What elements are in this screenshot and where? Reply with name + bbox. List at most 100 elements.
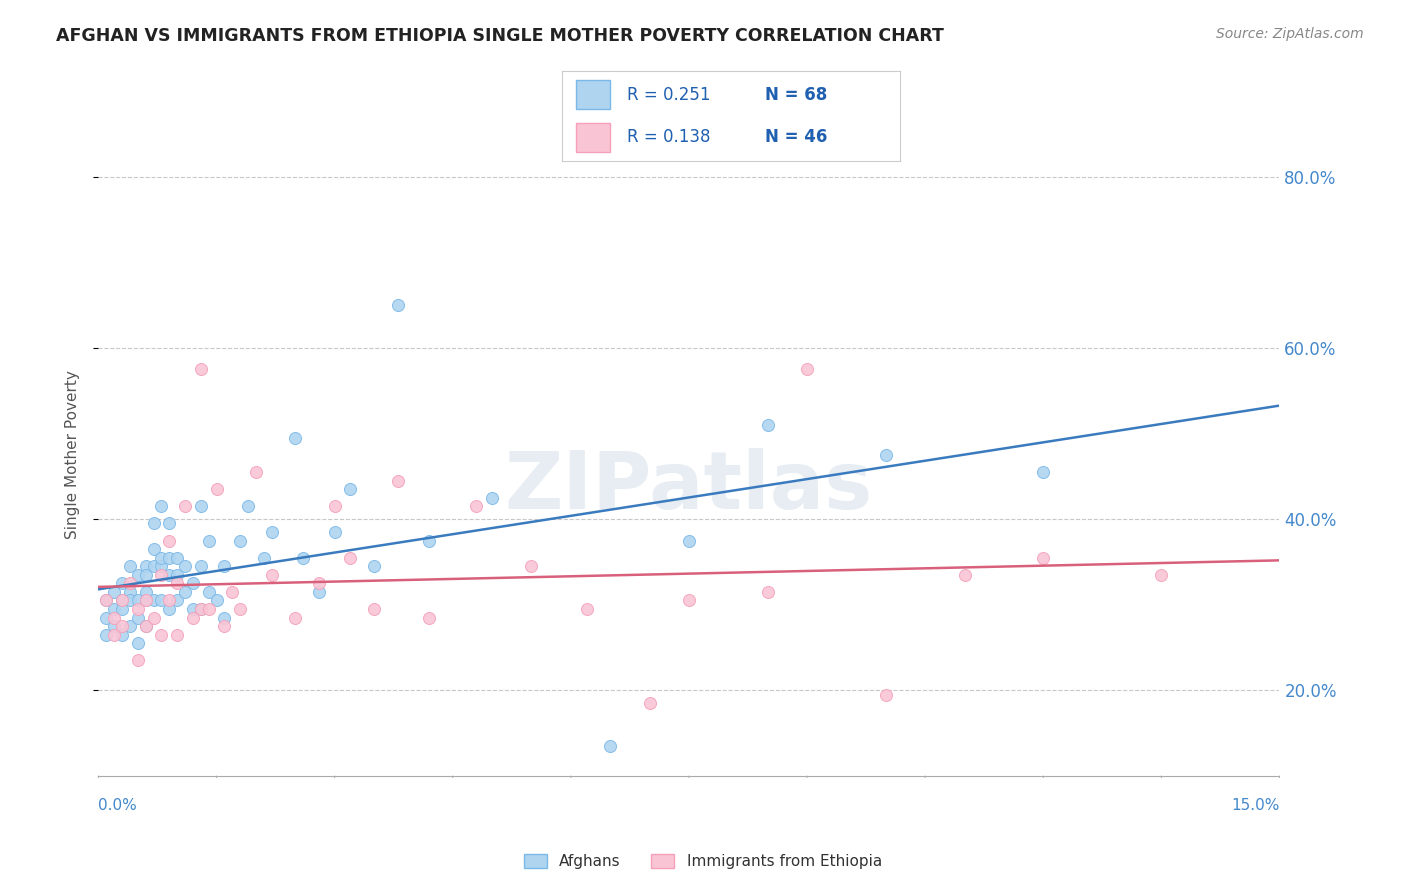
- Point: [599, 739, 621, 753]
- Point: [339, 550, 361, 565]
- Point: [756, 585, 779, 599]
- Point: [96, 628, 118, 642]
- Point: [111, 576, 134, 591]
- Text: R = 0.138: R = 0.138: [627, 128, 710, 146]
- Point: [127, 593, 149, 607]
- Point: [118, 593, 141, 607]
- Point: [135, 593, 157, 607]
- Point: [174, 559, 197, 574]
- Text: N = 46: N = 46: [765, 128, 827, 146]
- Point: [103, 628, 125, 642]
- Point: [157, 533, 180, 548]
- Point: [638, 696, 661, 710]
- Point: [197, 585, 219, 599]
- Point: [418, 533, 440, 548]
- Point: [190, 500, 212, 514]
- Point: [142, 610, 165, 624]
- Point: [142, 593, 165, 607]
- Text: R = 0.251: R = 0.251: [627, 86, 710, 103]
- Point: [150, 500, 173, 514]
- Legend: Afghans, Immigrants from Ethiopia: Afghans, Immigrants from Ethiopia: [517, 848, 889, 875]
- Bar: [576, 123, 610, 152]
- Point: [875, 448, 897, 462]
- Point: [260, 567, 283, 582]
- Point: [142, 559, 165, 574]
- Point: [135, 593, 157, 607]
- Point: [127, 602, 149, 616]
- Point: [260, 524, 283, 539]
- Bar: [576, 80, 610, 109]
- Point: [166, 593, 188, 607]
- Point: [103, 619, 125, 633]
- Point: [678, 593, 700, 607]
- Point: [118, 576, 141, 591]
- Point: [678, 533, 700, 548]
- Point: [103, 602, 125, 616]
- Point: [142, 516, 165, 531]
- Point: [150, 593, 173, 607]
- Point: [135, 567, 157, 582]
- Point: [214, 610, 236, 624]
- Point: [363, 602, 385, 616]
- Y-axis label: Single Mother Poverty: Single Mother Poverty: [65, 370, 80, 540]
- Point: [292, 550, 315, 565]
- Point: [166, 550, 188, 565]
- Point: [418, 610, 440, 624]
- Point: [135, 619, 157, 633]
- Point: [96, 610, 118, 624]
- Point: [111, 619, 134, 633]
- Point: [150, 567, 173, 582]
- Point: [150, 550, 173, 565]
- Point: [190, 362, 212, 376]
- Point: [875, 688, 897, 702]
- Point: [520, 559, 543, 574]
- Point: [1032, 550, 1054, 565]
- Point: [142, 542, 165, 557]
- Text: N = 68: N = 68: [765, 86, 827, 103]
- Point: [96, 593, 118, 607]
- Point: [363, 559, 385, 574]
- Point: [214, 619, 236, 633]
- Point: [1150, 567, 1173, 582]
- Point: [96, 593, 118, 607]
- Point: [465, 500, 488, 514]
- Point: [205, 482, 228, 496]
- Point: [150, 559, 173, 574]
- Point: [229, 533, 252, 548]
- Point: [221, 585, 243, 599]
- Point: [953, 567, 976, 582]
- Text: ZIPatlas: ZIPatlas: [505, 448, 873, 526]
- Point: [111, 593, 134, 607]
- Point: [387, 474, 409, 488]
- Point: [1032, 465, 1054, 479]
- Point: [127, 567, 149, 582]
- Point: [157, 550, 180, 565]
- Point: [284, 431, 307, 445]
- Point: [245, 465, 267, 479]
- Point: [135, 559, 157, 574]
- Point: [796, 362, 818, 376]
- Point: [166, 628, 188, 642]
- Point: [166, 576, 188, 591]
- Point: [103, 610, 125, 624]
- Point: [181, 610, 204, 624]
- Point: [118, 585, 141, 599]
- Point: [118, 559, 141, 574]
- Point: [575, 602, 598, 616]
- Point: [111, 628, 134, 642]
- Point: [197, 533, 219, 548]
- Point: [166, 567, 188, 582]
- Point: [118, 619, 141, 633]
- Point: [323, 500, 346, 514]
- Point: [181, 576, 204, 591]
- Point: [157, 516, 180, 531]
- Point: [481, 491, 503, 505]
- Point: [135, 585, 157, 599]
- Point: [284, 610, 307, 624]
- Point: [190, 602, 212, 616]
- Text: 15.0%: 15.0%: [1232, 798, 1279, 814]
- Point: [323, 524, 346, 539]
- Point: [229, 602, 252, 616]
- Point: [127, 636, 149, 650]
- Text: Source: ZipAtlas.com: Source: ZipAtlas.com: [1216, 27, 1364, 41]
